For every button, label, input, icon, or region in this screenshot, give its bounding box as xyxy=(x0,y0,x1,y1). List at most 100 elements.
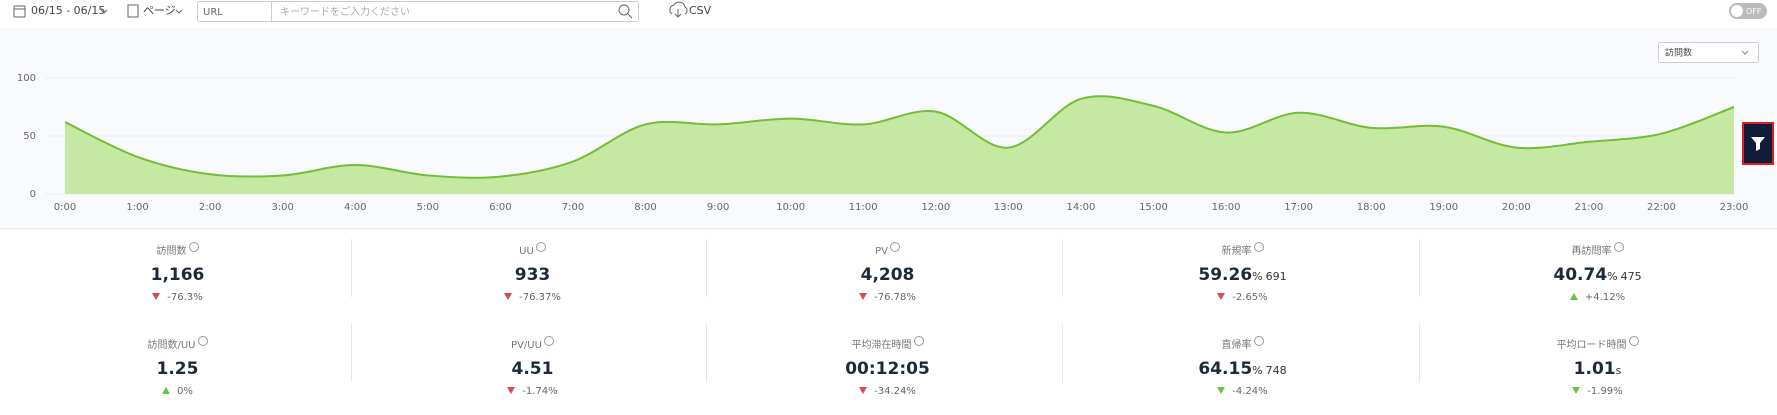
trend-arrow-shape xyxy=(1572,387,1581,394)
metric-value: 1,166 xyxy=(0,265,355,285)
metrics: 訪問数 1,166 -76.3% UU 933 -76.37% PV 4,208 -76.78%… xyxy=(0,228,1777,415)
metric-card: 直帰率 64.15% 748 -4.24% xyxy=(1065,336,1420,397)
metric-label: 再訪問率 xyxy=(1420,242,1775,257)
metric-value-text: 64.15 xyxy=(1198,359,1253,379)
x-tick-label: 0:00 xyxy=(54,202,76,213)
metric-label-text: 再訪問率 xyxy=(1571,246,1612,257)
x-tick-label: 14:00 xyxy=(1066,202,1095,213)
metric-label-text: 訪問数/UU xyxy=(147,340,196,351)
metric-change: -1.99% xyxy=(1420,386,1775,397)
help-icon[interactable] xyxy=(543,336,554,346)
metric-change-text: -1.99% xyxy=(1587,386,1623,397)
page-select[interactable]: ページ xyxy=(143,4,176,17)
x-tick-label: 22:00 xyxy=(1647,202,1676,213)
divider xyxy=(1062,324,1063,382)
metric-extra: 475 xyxy=(1620,270,1642,283)
x-tick-label: 3:00 xyxy=(271,202,293,213)
metric-change-text: -1.74% xyxy=(522,386,558,397)
metric-change: +4.12% xyxy=(1420,292,1775,303)
metric-label-text: 新規率 xyxy=(1221,246,1252,257)
metric-change: -34.24% xyxy=(710,386,1065,397)
metric-change-text: -76.3% xyxy=(167,292,203,303)
x-tick-label: 20:00 xyxy=(1502,202,1531,213)
trend-arrow-shape xyxy=(152,293,161,300)
metric-value: 00:12:05 xyxy=(710,359,1065,379)
divider xyxy=(351,239,352,297)
line xyxy=(64,95,1735,179)
trend-arrow xyxy=(152,293,161,300)
metric-change-text: -34.24% xyxy=(874,386,916,397)
csv-button[interactable]: CSV xyxy=(689,4,712,17)
y-tick-label: 0 xyxy=(30,189,36,200)
metric-change: -4.24% xyxy=(1065,386,1420,397)
x-tick-label: 13:00 xyxy=(994,202,1023,213)
help-icon[interactable] xyxy=(1253,336,1264,346)
trend-arrow xyxy=(504,293,513,300)
metric-select-label: 訪問数 xyxy=(1665,47,1692,59)
help-icon[interactable] xyxy=(188,242,199,252)
x-tick-label: 17:00 xyxy=(1284,202,1313,213)
metric-label-text: 訪問数 xyxy=(156,246,187,257)
metric-label-text: UU xyxy=(519,246,534,257)
filter-icon xyxy=(1751,137,1765,151)
x-tick-label: 23:00 xyxy=(1720,202,1749,213)
date-range[interactable]: 06/15 - 06/15 xyxy=(31,4,105,17)
search-placeholder[interactable]: キーワードをご入力ください xyxy=(280,5,410,18)
metric-label: PV/UU xyxy=(355,336,710,351)
metric-label: 平均滞在時間 xyxy=(710,336,1065,351)
trend-arrow-shape xyxy=(859,387,868,394)
x-tick-label: 16:00 xyxy=(1212,202,1241,213)
help-icon[interactable] xyxy=(913,336,924,346)
divider xyxy=(1419,239,1420,297)
help-icon[interactable] xyxy=(1613,242,1624,252)
help-icon[interactable] xyxy=(889,242,900,252)
trend-arrow xyxy=(162,387,171,394)
metric-card: 平均ロード時間 1.01s -1.99% xyxy=(1420,336,1775,397)
csv-icon xyxy=(669,1,688,18)
chart: 06/15 - 06/15 ページ URL キーワードをご入力ください CSV … xyxy=(13,1,1774,213)
metric-card: 新規率 59.26% 691 -2.65% xyxy=(1065,242,1420,303)
metric-extra: 691 xyxy=(1265,270,1287,283)
trend-arrow-shape xyxy=(1569,293,1578,300)
metric-change: -76.3% xyxy=(0,292,355,303)
metric-value: 40.74% 475 xyxy=(1420,265,1775,285)
search-box[interactable] xyxy=(197,1,639,22)
metric-change-text: 0% xyxy=(177,386,193,397)
url-select[interactable]: URL xyxy=(203,7,223,18)
trend-arrow-shape xyxy=(1217,387,1226,394)
metric-select[interactable] xyxy=(1658,42,1759,63)
metric-value: 4,208 xyxy=(710,265,1065,285)
help-icon[interactable] xyxy=(197,336,208,346)
metric-label: UU xyxy=(355,242,710,257)
trend-arrow xyxy=(507,387,516,394)
metric-value: 1.25 xyxy=(0,359,355,379)
metric-unit: s xyxy=(1615,364,1622,377)
metric-change: -1.74% xyxy=(355,386,710,397)
trend-arrow-shape xyxy=(1217,293,1226,300)
x-tick-label: 21:00 xyxy=(1574,202,1603,213)
metric-label-text: 平均滞在時間 xyxy=(851,340,912,351)
toggle-knob xyxy=(1731,5,1743,17)
search-icon[interactable] xyxy=(618,4,633,19)
metric-value: 933 xyxy=(355,265,710,285)
chevron xyxy=(175,9,183,14)
metric-value-text: 59.26 xyxy=(1198,265,1253,285)
metric-card: 訪問数/UU 1.25 0% xyxy=(0,336,355,397)
trend-arrow xyxy=(1569,293,1578,300)
page-icon xyxy=(127,4,139,18)
x-tick-label: 1:00 xyxy=(126,202,148,213)
metric-value-text: 1.25 xyxy=(156,359,199,379)
metric-value-text: 1.01 xyxy=(1573,359,1616,379)
help-icon[interactable] xyxy=(535,242,546,252)
y-tick-label: 100 xyxy=(17,73,36,84)
metric-value-text: 4.51 xyxy=(511,359,554,379)
x-tick-label: 15:00 xyxy=(1139,202,1168,213)
help-icon[interactable] xyxy=(1628,336,1639,346)
divider xyxy=(706,324,707,382)
trend-arrow xyxy=(1572,387,1581,394)
chevron xyxy=(100,9,108,14)
metric-card: 訪問数 1,166 -76.3% xyxy=(0,242,355,303)
x-tick-label: 8:00 xyxy=(634,202,656,213)
help-icon[interactable] xyxy=(1253,242,1264,252)
